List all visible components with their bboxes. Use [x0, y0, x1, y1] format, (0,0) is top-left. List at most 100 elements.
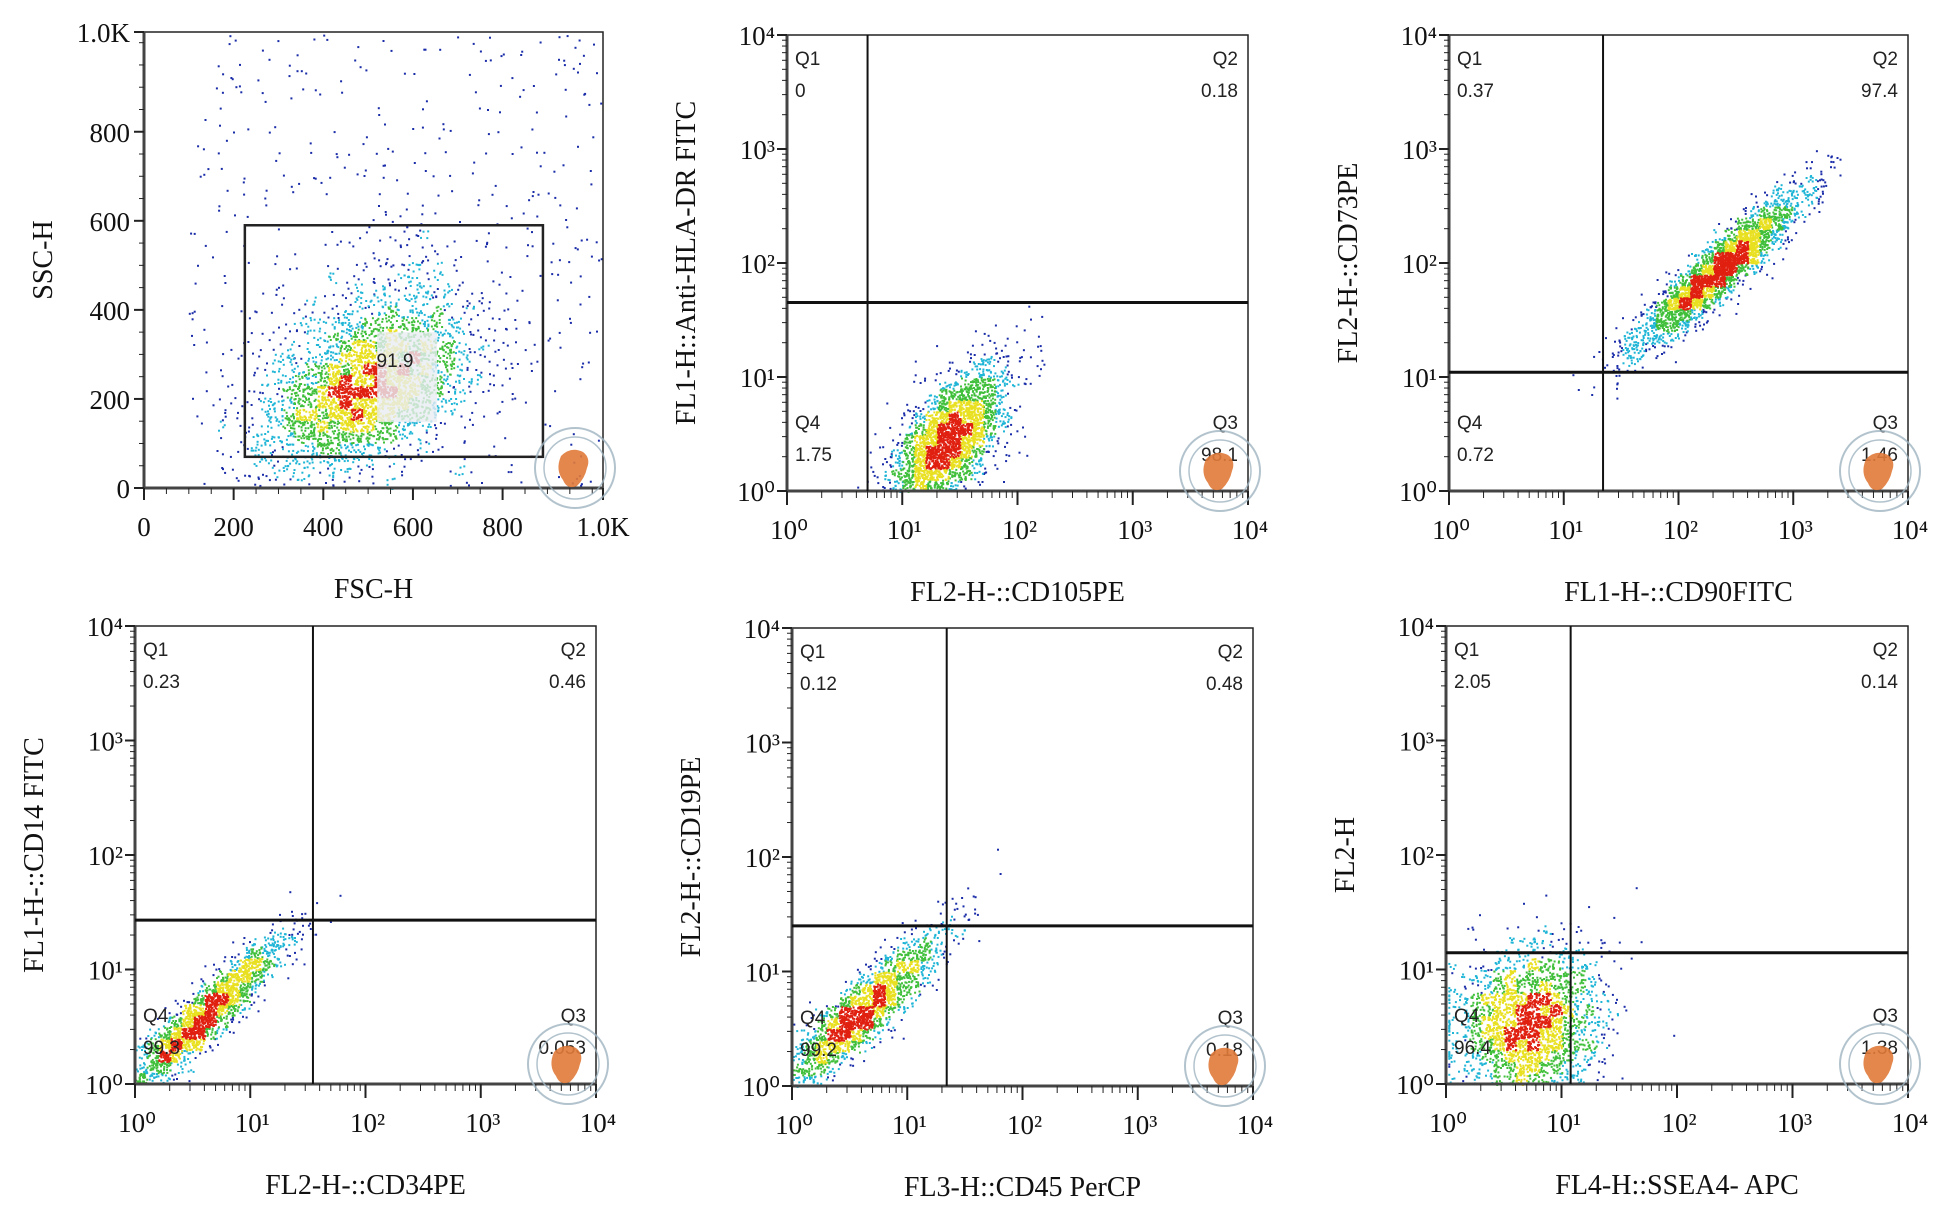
event-dot [363, 395, 366, 398]
event-dot [302, 317, 305, 320]
event-dot [587, 361, 590, 364]
event-dot [306, 435, 309, 438]
event-dot [341, 384, 343, 387]
event-dot [948, 383, 951, 386]
event-dot [367, 355, 370, 358]
event-dot [288, 64, 291, 67]
event-dot [297, 425, 300, 428]
event-dot [470, 380, 473, 383]
event-dot [318, 434, 321, 437]
event-dot [447, 283, 450, 286]
event-dot [364, 306, 367, 309]
event-dot [347, 418, 350, 421]
event-dot [992, 379, 995, 382]
event-dot [418, 268, 421, 271]
event-dot [362, 394, 365, 397]
event-dot [375, 391, 377, 394]
event-dot [382, 438, 385, 441]
event-dot [913, 380, 916, 383]
event-dot [301, 375, 304, 378]
event-dot [445, 361, 448, 364]
event-dot [308, 401, 311, 403]
event-dot [197, 264, 199, 267]
event-dot [1007, 392, 1009, 395]
event-dot [909, 441, 912, 444]
event-dot [468, 381, 471, 384]
event-dot [998, 401, 1001, 404]
event-dot [298, 413, 301, 416]
event-dot [361, 350, 363, 353]
event-dot [360, 440, 363, 443]
event-dot [935, 396, 938, 399]
event-dot [243, 177, 246, 180]
event-dot [442, 381, 444, 384]
event-dot [516, 363, 519, 365]
event-dot [264, 397, 267, 400]
event-dot [940, 388, 943, 391]
event-dot [345, 357, 348, 360]
event-dot [316, 365, 319, 368]
event-dot [348, 333, 351, 336]
event-dot [904, 440, 907, 443]
event-dot [372, 402, 375, 405]
x-tick-label: 800 [482, 512, 523, 542]
event-dot [377, 438, 380, 441]
event-dot [369, 300, 372, 303]
event-dot [976, 368, 979, 371]
event-dot [458, 350, 461, 353]
event-dot [311, 356, 314, 359]
event-dot [974, 330, 977, 333]
event-dot [394, 429, 397, 432]
event-dot [549, 425, 552, 428]
event-dot [298, 463, 301, 466]
event-dot [230, 402, 233, 405]
event-dot [403, 428, 406, 431]
event-dot [399, 215, 402, 218]
event-dot [322, 392, 325, 395]
event-dot [960, 370, 963, 373]
event-dot [327, 440, 330, 443]
event-dot [317, 321, 320, 324]
event-dot [302, 442, 305, 444]
event-dot [361, 352, 364, 355]
event-dot [530, 370, 533, 372]
event-dot [421, 261, 424, 264]
event-dot [279, 440, 282, 442]
event-dot [1029, 356, 1032, 359]
event-dot [267, 415, 270, 418]
event-dot [436, 350, 439, 353]
event-dot [912, 435, 915, 438]
event-dot [385, 426, 388, 429]
event-dot [341, 406, 344, 409]
event-dot [315, 361, 318, 364]
event-dot [504, 437, 507, 440]
event-dot [373, 435, 376, 438]
event-dot [331, 368, 334, 370]
event-dot [365, 231, 368, 234]
event-dot [370, 370, 373, 373]
event-dot [348, 476, 351, 479]
event-dot [463, 332, 465, 335]
event-dot [354, 331, 357, 334]
event-dot [406, 328, 409, 331]
event-dot [1006, 379, 1009, 381]
event-dot [427, 325, 430, 328]
event-dot [450, 323, 453, 326]
event-dot [375, 386, 377, 389]
event-dot [324, 332, 327, 335]
event-dot [592, 136, 595, 139]
event-dot [961, 478, 964, 481]
event-dot [373, 391, 376, 394]
event-dot [350, 415, 353, 417]
event-dot [308, 462, 311, 465]
event-dot [366, 439, 369, 442]
event-dot [337, 317, 340, 319]
event-dot [491, 193, 494, 196]
event-dot [345, 398, 348, 401]
event-dot [347, 287, 350, 290]
event-dot [264, 197, 267, 200]
event-dot [374, 365, 377, 368]
event-dot [405, 298, 407, 301]
event-dot [371, 389, 374, 392]
event-dot [344, 364, 347, 367]
